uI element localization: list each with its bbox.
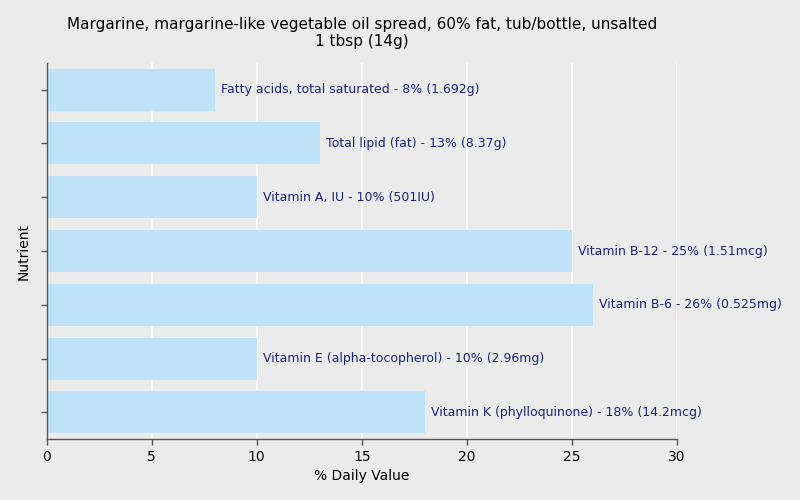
Title: Margarine, margarine-like vegetable oil spread, 60% fat, tub/bottle, unsalted
1 : Margarine, margarine-like vegetable oil …: [66, 16, 657, 49]
X-axis label: % Daily Value: % Daily Value: [314, 470, 410, 484]
Bar: [46, 284, 593, 326]
Text: Vitamin B-12 - 25% (1.51mcg): Vitamin B-12 - 25% (1.51mcg): [578, 244, 768, 258]
Bar: [46, 392, 425, 434]
Y-axis label: Nutrient: Nutrient: [17, 222, 30, 280]
Text: Total lipid (fat) - 13% (8.37g): Total lipid (fat) - 13% (8.37g): [326, 137, 506, 150]
Text: Fatty acids, total saturated - 8% (1.692g): Fatty acids, total saturated - 8% (1.692…: [221, 83, 479, 96]
Bar: [46, 176, 257, 218]
Bar: [46, 338, 257, 380]
Text: Vitamin B-6 - 26% (0.525mg): Vitamin B-6 - 26% (0.525mg): [599, 298, 782, 312]
Bar: [46, 230, 572, 272]
Bar: [46, 122, 320, 164]
Text: Vitamin E (alpha-tocopherol) - 10% (2.96mg): Vitamin E (alpha-tocopherol) - 10% (2.96…: [263, 352, 544, 365]
Text: Vitamin A, IU - 10% (501IU): Vitamin A, IU - 10% (501IU): [263, 190, 435, 203]
Bar: [46, 68, 214, 110]
Text: Vitamin K (phylloquinone) - 18% (14.2mcg): Vitamin K (phylloquinone) - 18% (14.2mcg…: [431, 406, 702, 419]
